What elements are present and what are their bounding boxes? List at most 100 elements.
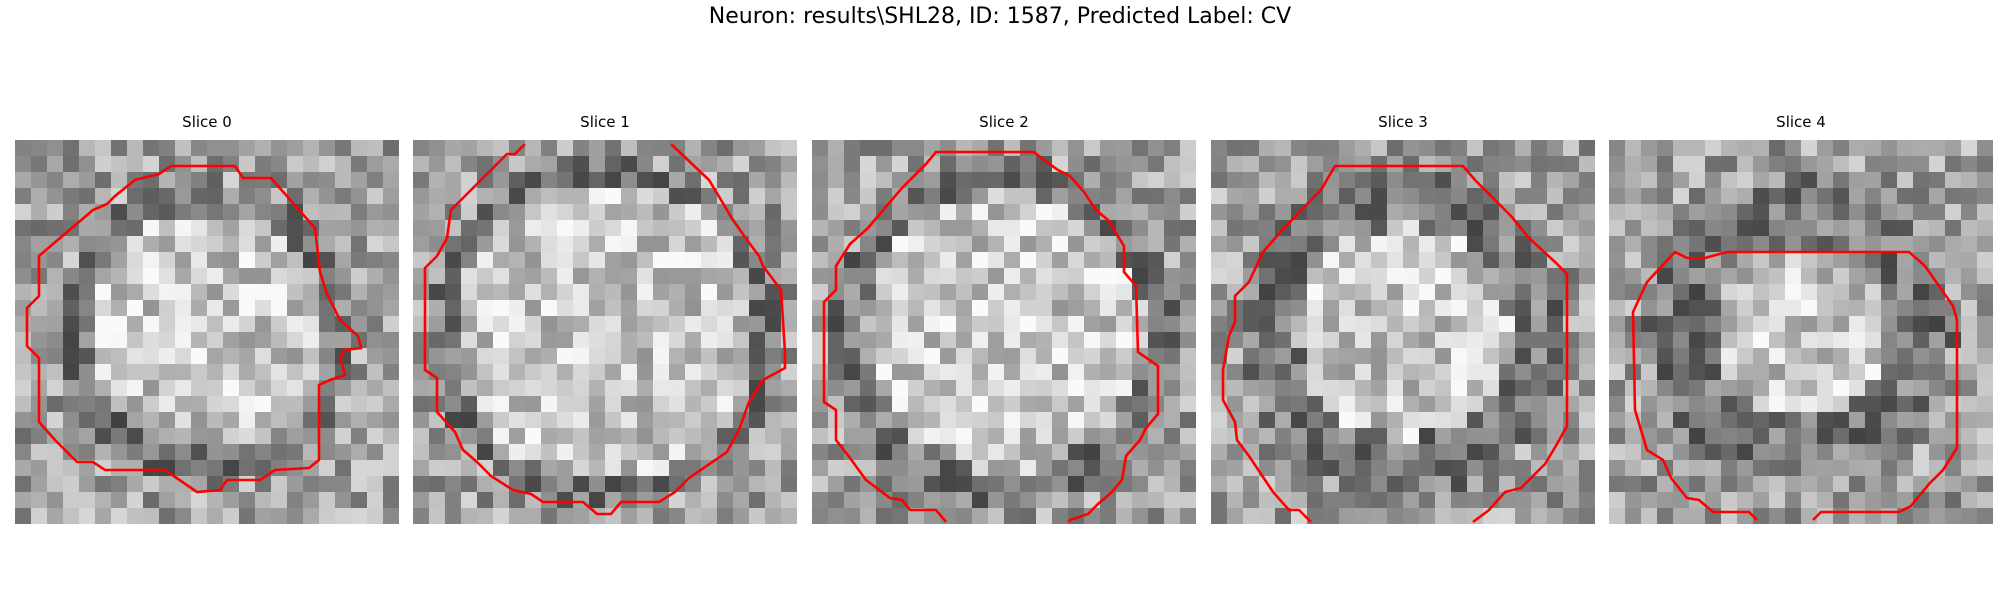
image-pixel [1945, 492, 1962, 509]
image-pixel [1180, 172, 1196, 189]
image-pixel [143, 428, 160, 445]
image-pixel [1052, 412, 1069, 429]
image-pixel [1148, 380, 1165, 397]
image-pixel [1467, 204, 1484, 221]
image-pixel [159, 140, 176, 157]
image-pixel [127, 140, 144, 157]
image-pixel [988, 236, 1005, 253]
image-pixel [1323, 236, 1340, 253]
image-pixel [1929, 332, 1946, 349]
slice-panel-3: Slice 3 [1211, 112, 1595, 524]
slice-image-4 [1609, 140, 1993, 524]
image-pixel [924, 220, 941, 237]
image-pixel [367, 428, 384, 445]
image-pixel [685, 380, 702, 397]
image-pixel [717, 460, 734, 477]
image-pixel [1563, 332, 1580, 349]
image-pixel [1339, 316, 1356, 333]
image-pixel [271, 428, 288, 445]
image-pixel [828, 444, 845, 461]
image-pixel [1833, 204, 1850, 221]
image-pixel [1945, 140, 1962, 157]
image-pixel [1705, 332, 1722, 349]
image-pixel [1132, 396, 1149, 413]
image-pixel [1100, 172, 1117, 189]
image-pixel [1833, 444, 1850, 461]
image-pixel [1913, 332, 1930, 349]
image-pixel [1801, 428, 1818, 445]
image-pixel [988, 172, 1005, 189]
image-pixel [127, 204, 144, 221]
image-pixel [1164, 412, 1181, 429]
image-pixel [812, 332, 829, 349]
image-pixel [143, 316, 160, 333]
image-pixel [669, 236, 686, 253]
image-pixel [477, 444, 494, 461]
image-pixel [175, 204, 192, 221]
image-pixel [1387, 204, 1404, 221]
image-pixel [1673, 364, 1690, 381]
image-pixel [367, 300, 384, 317]
image-pixel [1753, 428, 1770, 445]
image-pixel [876, 140, 893, 157]
image-pixel [1737, 236, 1754, 253]
image-pixel [1641, 380, 1658, 397]
image-pixel [876, 156, 893, 173]
image-pixel [637, 204, 654, 221]
image-pixel [1881, 204, 1898, 221]
image-pixel [1211, 332, 1228, 349]
image-pixel [1961, 412, 1978, 429]
image-pixel [637, 492, 654, 509]
image-pixel [223, 460, 240, 477]
image-pixel [1961, 140, 1978, 157]
image-pixel [477, 508, 494, 524]
image-pixel [191, 236, 208, 253]
image-pixel [111, 252, 128, 269]
image-pixel [1547, 220, 1564, 237]
image-pixel [1323, 156, 1340, 173]
image-pixel [1451, 412, 1468, 429]
image-pixel [445, 252, 462, 269]
image-pixel [1004, 252, 1021, 269]
image-pixel [79, 284, 96, 301]
image-pixel [127, 348, 144, 365]
image-pixel [1371, 140, 1388, 157]
image-pixel [828, 220, 845, 237]
image-pixel [956, 412, 973, 429]
image-pixel [621, 492, 638, 509]
image-pixel [63, 508, 80, 524]
image-pixel [1721, 364, 1738, 381]
image-pixel [1211, 476, 1228, 493]
image-pixel [589, 252, 606, 269]
image-pixel [1435, 252, 1452, 269]
image-pixel [1817, 156, 1834, 173]
image-pixel [191, 428, 208, 445]
image-pixel [1929, 156, 1946, 173]
image-pixel [1004, 188, 1021, 205]
image-pixel [1483, 268, 1500, 285]
image-pixel [1291, 428, 1308, 445]
image-pixel [1833, 460, 1850, 477]
image-pixel [1673, 460, 1690, 477]
image-pixel [1116, 188, 1133, 205]
image-pixel [223, 284, 240, 301]
image-pixel [1148, 444, 1165, 461]
image-pixel [1769, 284, 1786, 301]
image-pixel [1881, 268, 1898, 285]
image-pixel [1721, 412, 1738, 429]
image-pixel [1084, 300, 1101, 317]
image-pixel [1419, 156, 1436, 173]
image-pixel [1371, 220, 1388, 237]
image-pixel [924, 172, 941, 189]
image-pixel [1641, 508, 1658, 524]
image-pixel [1467, 412, 1484, 429]
image-pixel [1531, 476, 1548, 493]
image-pixel [207, 396, 224, 413]
image-pixel [1259, 412, 1276, 429]
image-pixel [79, 156, 96, 173]
image-pixel [1323, 220, 1340, 237]
image-pixel [1291, 172, 1308, 189]
image-pixel [1435, 220, 1452, 237]
image-pixel [1211, 348, 1228, 365]
image-pixel [1323, 396, 1340, 413]
